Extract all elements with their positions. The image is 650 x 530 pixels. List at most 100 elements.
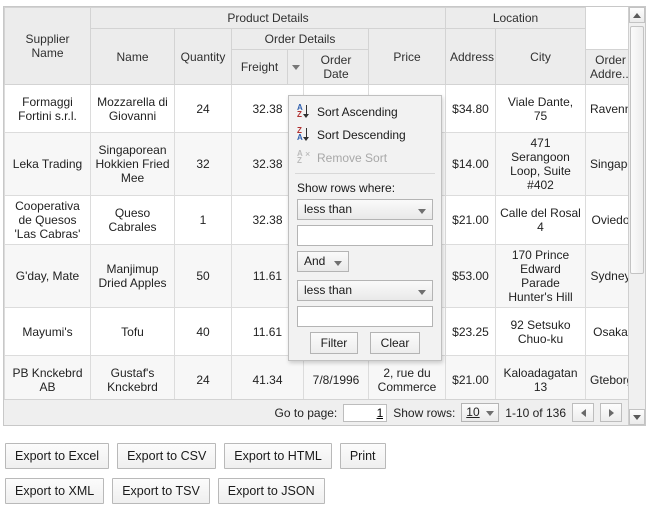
export-button-export-to-tsv[interactable]: Export to TSV — [112, 478, 210, 504]
menu-item-label: Sort Ascending — [317, 104, 398, 119]
filter-value-2-field — [297, 306, 433, 327]
arrow-down-icon — [633, 414, 641, 420]
grid-scrollport: Supplier Name Product Details Location N… — [4, 7, 628, 399]
menu-item-sort-descending[interactable]: Z A Sort Descending — [289, 123, 441, 146]
menu-item-label: Sort Descending — [317, 127, 406, 142]
cell-supplier-name: Formaggi Fortini s.r.l. — [4, 84, 91, 133]
cell-city: Sydney — [585, 244, 628, 308]
chevron-down-icon — [418, 209, 426, 214]
grid-header: Supplier Name Product Details Location N… — [4, 7, 629, 85]
export-button-export-to-excel[interactable]: Export to Excel — [5, 443, 110, 469]
menu-divider — [295, 173, 435, 174]
cell-product-name: Manjimup Dried Apples — [90, 244, 175, 308]
column-header-name[interactable]: Name — [90, 28, 175, 85]
column-header-order-address[interactable]: Order Addre... — [585, 49, 628, 85]
filter-menu-actions: Filter Clear — [289, 332, 441, 354]
cell-address: Calle del Rosal 4 — [495, 195, 586, 245]
cell-product-name: Queso Cabrales — [90, 195, 175, 245]
filter-operator-2-field: less than — [297, 280, 433, 301]
arrow-up-icon — [633, 12, 641, 18]
scroll-up-button[interactable] — [629, 7, 645, 23]
cell-address: Viale Dante, 75 — [495, 84, 586, 133]
export-row-secondary: Export to XML Export to TSV Export to JSON — [5, 478, 645, 504]
column-header-freight[interactable]: Freight — [231, 49, 288, 85]
filter-logic-select[interactable]: And — [297, 251, 349, 272]
table-row[interactable]: PB Knckebrd AB Gustaf's Knckebrd 24 41.34 7/… — [4, 355, 628, 399]
chevron-down-icon — [486, 411, 495, 416]
cell-quantity: 1 — [174, 195, 232, 245]
data-grid: Supplier Name Product Details Location N… — [3, 6, 646, 426]
export-button-print[interactable]: Print — [339, 443, 386, 469]
filter-apply-button[interactable]: Filter — [309, 332, 359, 354]
header-subgroup-row: Name Quantity Order Details Price Addres… — [5, 28, 629, 85]
sort-descending-icon: Z A — [297, 127, 311, 142]
menu-item-sort-ascending[interactable]: A Z Sort Ascending — [289, 100, 441, 123]
scrollbar-thumb[interactable] — [630, 26, 644, 274]
filter-operator-1-select[interactable]: less than — [297, 199, 433, 220]
cell-supplier-name: Leka Trading — [4, 132, 91, 196]
cell-city: Singapore — [585, 132, 628, 196]
remove-sort-icon: A Z × — [297, 149, 311, 165]
rows-per-page-value: 10 — [466, 405, 480, 419]
cell-address: 170 Prince Edward Parade Hunter's Hill — [495, 244, 586, 308]
filter-value-2-input[interactable] — [297, 306, 433, 327]
next-page-button[interactable] — [600, 403, 622, 422]
cell-price: $34.80 — [445, 84, 496, 133]
grid-table: Supplier Name Product Details Location N… — [4, 7, 628, 399]
column-header-city[interactable]: City — [495, 28, 586, 85]
filter-operator-2-value: less than — [304, 283, 353, 297]
table-row[interactable]: Formaggi Fortini s.r.l. Mozzarella di Gio… — [4, 84, 628, 133]
header-leaf-row: Freight Order Date Order Addre... — [5, 49, 628, 85]
cell-quantity: 24 — [174, 355, 232, 399]
freight-filter-button[interactable] — [287, 49, 304, 85]
column-header-address[interactable]: Address — [445, 28, 496, 85]
cell-address: 471 Serangoon Loop, Suite #402 — [495, 132, 586, 196]
cell-quantity: 24 — [174, 84, 232, 133]
scroll-down-button[interactable] — [629, 409, 645, 425]
filter-logic-field: And — [297, 251, 433, 275]
cell-freight: 41.34 — [231, 355, 304, 399]
cell-address: 92 Setsuko Chuo-ku — [495, 307, 586, 356]
export-button-export-to-xml[interactable]: Export to XML — [5, 478, 105, 504]
cell-product-name: Singaporean Hokkien Fried Mee — [90, 132, 175, 196]
column-header-order-date[interactable]: Order Date — [303, 49, 369, 85]
cell-product-name: Gustaf's Knckebrd — [90, 355, 175, 399]
cell-city: Oviedo — [585, 195, 628, 245]
go-to-page-label: Go to page: — [274, 405, 338, 420]
chevron-down-icon — [292, 64, 300, 70]
cell-order-date: 7/8/1996 — [303, 355, 369, 399]
export-button-export-to-csv[interactable]: Export to CSV — [117, 443, 217, 469]
export-button-export-to-html[interactable]: Export to HTML — [224, 443, 332, 469]
column-header-quantity[interactable]: Quantity — [174, 28, 232, 85]
cell-quantity: 50 — [174, 244, 232, 308]
pager: Go to page: Show rows: 10 1-10 of 136 — [4, 399, 628, 425]
cell-supplier-name: PB Knckebrd AB — [4, 355, 91, 399]
show-rows-where-label: Show rows where: — [297, 181, 396, 195]
cell-price: $21.00 — [445, 355, 496, 399]
cell-supplier-name: Mayumi's — [4, 307, 91, 356]
cell-price: $53.00 — [445, 244, 496, 308]
grid-vertical-scrollbar[interactable] — [628, 7, 645, 425]
cell-city: Gteborg — [585, 355, 628, 399]
filter-logic-value: And — [304, 254, 326, 268]
cell-quantity: 40 — [174, 307, 232, 356]
chevron-down-icon — [418, 290, 426, 295]
export-button-export-to-json[interactable]: Export to JSON — [217, 478, 325, 504]
column-group-order-details: Order Details — [231, 28, 369, 50]
cell-product-name: Tofu — [90, 307, 175, 356]
filter-operator-2-select[interactable]: less than — [297, 280, 433, 301]
rows-per-page-select[interactable]: 10 — [461, 403, 500, 422]
page-number-input[interactable] — [343, 403, 388, 422]
cell-order-address: 2, rue du Commerce — [368, 355, 446, 399]
filter-value-1-input[interactable] — [297, 225, 433, 246]
cell-city: Osaka — [585, 307, 628, 356]
cell-supplier-name: G'day, Mate — [4, 244, 91, 308]
column-filter-menu[interactable]: A Z Sort Ascending Z A Sort Descending A… — [288, 95, 442, 361]
column-header-price[interactable]: Price — [368, 28, 446, 85]
cell-price: $23.25 — [445, 307, 496, 356]
column-header-supplier-name[interactable]: Supplier Name — [4, 7, 91, 85]
export-row-primary: Export to Excel Export to CSV Export to HT… — [5, 443, 645, 469]
filter-clear-button[interactable]: Clear — [369, 332, 421, 354]
cell-quantity: 32 — [174, 132, 232, 196]
previous-page-button[interactable] — [572, 403, 594, 422]
